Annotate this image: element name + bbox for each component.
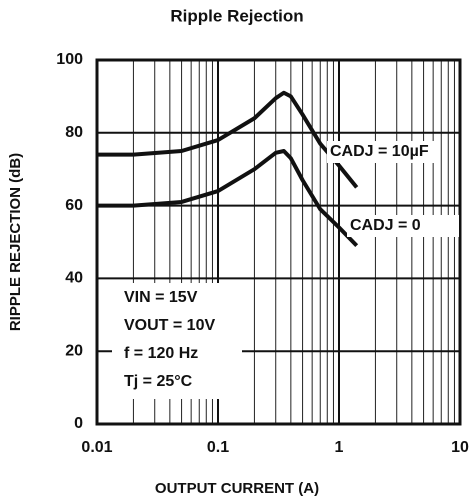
y-tick-label: 80 [65, 124, 83, 141]
annotation: Tj = 25°C [124, 373, 193, 390]
chart-title: Ripple Rejection [170, 6, 303, 25]
label-bg [347, 215, 459, 237]
line-series [97, 149, 359, 248]
y-tick-label: 60 [65, 197, 83, 214]
line-series [97, 90, 359, 189]
annotation: f = 120 Hz [124, 345, 198, 362]
y-tick-label: 0 [74, 415, 83, 432]
x-tick-label: 0.1 [207, 439, 229, 456]
y-tick-label: 40 [65, 270, 83, 287]
x-tick-label: 0.01 [81, 439, 112, 456]
annotation: VIN = 15V [124, 289, 198, 306]
series-label: CADJ = 10µF [330, 143, 429, 160]
annotation-bg [112, 283, 242, 399]
x-axis-label: OUTPUT CURRENT (A) [155, 480, 319, 497]
series-label: CADJ = 0 [350, 217, 421, 234]
y-axis-label: RIPPLE REJECTION (dB) [7, 153, 24, 331]
x-tick-label: 10 [451, 439, 469, 456]
y-tick-label: 20 [65, 342, 83, 359]
label-bg [327, 141, 439, 163]
annotation: VOUT = 10V [124, 317, 215, 334]
y-tick-label: 100 [56, 51, 83, 68]
x-tick-label: 1 [335, 439, 344, 456]
plot-frame [95, 58, 462, 426]
